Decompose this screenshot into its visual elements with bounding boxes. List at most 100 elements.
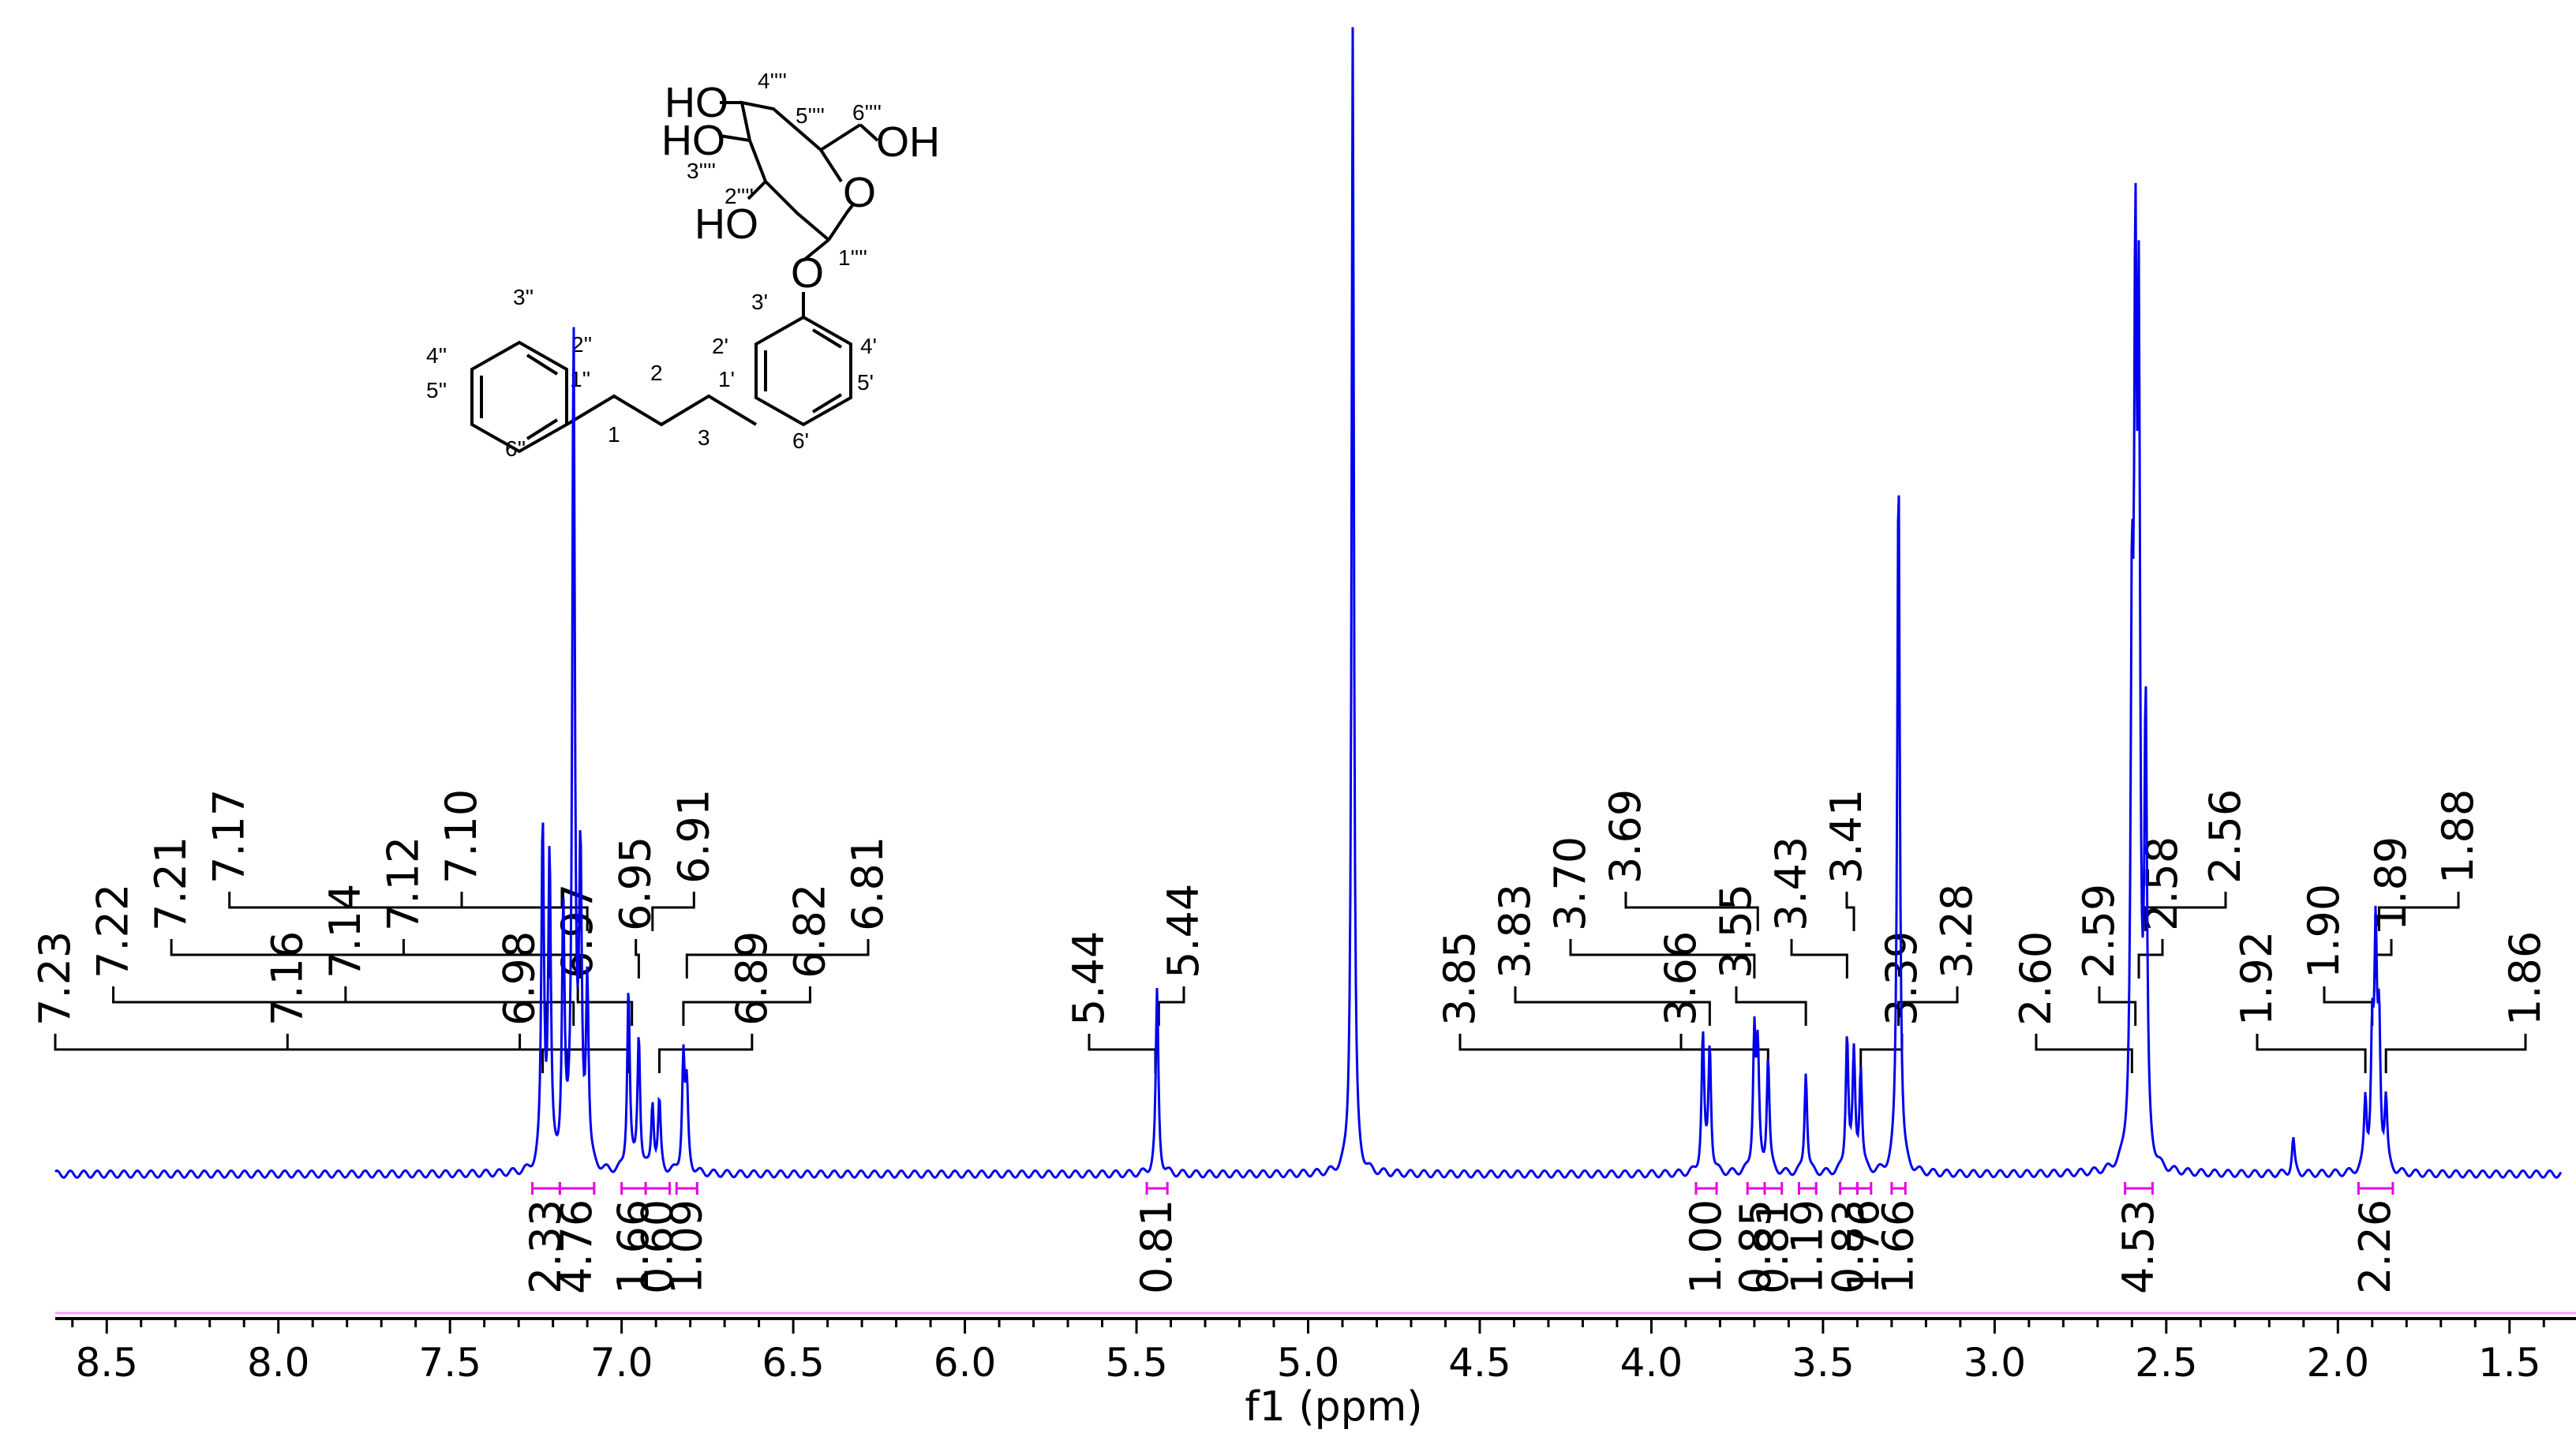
peak-label-leader — [402, 939, 582, 978]
x-tick-label: 5.0 — [1277, 1340, 1340, 1386]
x-tick-label: 1.5 — [2478, 1340, 2541, 1386]
peak-label-leader — [112, 986, 548, 1026]
atom-number-1g: 1'''' — [838, 245, 867, 270]
atom-number-6p: 6' — [792, 428, 809, 453]
atom-number-3pp: 3'' — [513, 285, 534, 309]
x-tick-label: 2.5 — [2135, 1340, 2198, 1386]
atom-number-6pp: 6'' — [505, 436, 526, 461]
peak-label-leader — [651, 892, 695, 931]
atom-number-1: 1 — [608, 422, 620, 447]
hydroxyl-label-top: HO — [665, 79, 728, 126]
peak-label-leader — [1569, 939, 1756, 978]
x-tick-label: 2.0 — [2307, 1340, 2370, 1386]
peak-label: 6.91 — [668, 789, 718, 884]
peak-label-leader — [2256, 1034, 2367, 1073]
peak-label-leader — [2384, 1034, 2527, 1073]
x-axis-title: f1 (ppm) — [1245, 1383, 1422, 1431]
x-tick-label: 8.5 — [75, 1340, 138, 1386]
peak-label-leader — [2137, 939, 2164, 978]
integral-layer: 2.334.76 1.660.601.09 0.81 1.00 0.850.811.19… — [521, 1182, 2400, 1294]
ether-oxygen-label: O — [791, 249, 824, 297]
integral-value: 1.19 — [1782, 1199, 1832, 1294]
peak-label: 1.86 — [2500, 931, 2550, 1026]
x-tick-label: 6.5 — [762, 1340, 825, 1386]
integral-value: 1.00 — [1681, 1199, 1731, 1294]
atom-number-2g: 2'''' — [724, 184, 754, 208]
atom-number-1p: 1' — [718, 367, 735, 391]
peak-label: 3.85 — [1435, 931, 1485, 1026]
x-axis: 8.5 8.0 7.5 7.0 6.5 6.0 5.5 5.0 4.5 4.0 3.5 3.0 2.5 2… — [55, 1311, 2576, 1386]
atom-number-4p: 4' — [860, 334, 877, 358]
integral-value: 0.60 — [632, 1199, 682, 1294]
peak-label: 1.92 — [2232, 931, 2282, 1026]
peak-label-leader — [1735, 986, 1807, 1026]
x-tick-label: 4.0 — [1620, 1340, 1683, 1386]
integral-value: 1.66 — [608, 1199, 658, 1294]
peak-label: 6.82 — [784, 884, 834, 978]
peak-label: 3.55 — [1711, 884, 1761, 978]
peak-label: 2.60 — [2011, 931, 2061, 1026]
atom-number-3p: 3' — [751, 290, 768, 314]
integral-value: 2.26 — [2350, 1199, 2400, 1294]
peak-label-leader — [2377, 892, 2460, 931]
peak-label-leader — [2098, 986, 2137, 1026]
peak-label-leader — [344, 986, 575, 1026]
atom-number-4g: 4'''' — [758, 69, 787, 93]
hydroxyl-label-right: OH — [876, 118, 940, 166]
x-tick-label: 7.0 — [590, 1340, 653, 1386]
peak-label: 1.89 — [2366, 836, 2416, 931]
peak-label: 1.90 — [2299, 884, 2349, 978]
integral-value: 1.66 — [1874, 1199, 1923, 1294]
peak-label: 7.12 — [378, 836, 428, 931]
peak-label-leader — [1897, 986, 1959, 1026]
propyl-chain — [565, 394, 758, 427]
atom-number-5p: 5' — [857, 370, 874, 395]
atom-number-4pp: 4'' — [426, 343, 447, 368]
peak-label: 7.21 — [146, 836, 196, 931]
x-tick-label: 3.5 — [1792, 1340, 1855, 1386]
peak-label: 5.44 — [1064, 931, 1114, 1026]
peak-label-leader — [2144, 892, 2227, 931]
peak-label: 2.56 — [2200, 789, 2250, 884]
peak-label: 3.28 — [1932, 884, 1982, 978]
integral-value: 2.33 — [521, 1199, 571, 1294]
atom-number-3g: 3'''' — [687, 159, 716, 183]
peak-label-leader — [460, 892, 589, 931]
peak-label-leader — [1790, 939, 1848, 978]
spectrum-trace — [54, 27, 2563, 1179]
peak-label-leader — [1624, 892, 1759, 931]
integral-value: 0.81 — [1748, 1199, 1798, 1294]
peak-label: 7.17 — [204, 789, 254, 884]
peak-label: 7.10 — [436, 789, 486, 884]
peak-label-leader — [576, 986, 634, 1026]
peak-label-leader — [635, 939, 640, 978]
peak-label: 3.66 — [1656, 931, 1705, 1026]
x-tick-label: 7.5 — [418, 1340, 481, 1386]
peak-label-leader — [1845, 892, 1855, 931]
peak-label: 7.22 — [88, 884, 138, 978]
peak-label-leader — [685, 939, 870, 978]
hydroxyl-label-low: HO — [695, 200, 758, 248]
x-tick-label: 6.0 — [934, 1340, 997, 1386]
peak-label: 3.41 — [1822, 789, 1871, 884]
x-tick-label: 3.0 — [1964, 1340, 2027, 1386]
spectrum-layer — [54, 27, 2563, 1179]
peak-label: 2.59 — [2074, 884, 2124, 978]
atom-number-2: 2 — [650, 361, 663, 385]
peak-label: 5.44 — [1159, 884, 1208, 978]
peak-label: 3.69 — [1601, 789, 1650, 884]
peak-label: 6.81 — [843, 836, 893, 931]
ring-oxygen-label: O — [843, 169, 876, 216]
peak-label-leader — [519, 1034, 630, 1073]
peak-label: 7.16 — [262, 931, 312, 1026]
peak-label: 3.43 — [1766, 836, 1816, 931]
atom-number-5pp: 5'' — [426, 378, 447, 402]
peak-label: 7.23 — [30, 931, 80, 1026]
x-tick-label: 8.0 — [247, 1340, 310, 1386]
integral-value: 0.83 — [1824, 1199, 1874, 1294]
peak-label: 1.88 — [2433, 789, 2483, 884]
peak-label-leader — [1514, 986, 1711, 1026]
atom-number-2p: 2' — [712, 334, 728, 358]
integral-value: 4.53 — [2114, 1199, 2163, 1294]
